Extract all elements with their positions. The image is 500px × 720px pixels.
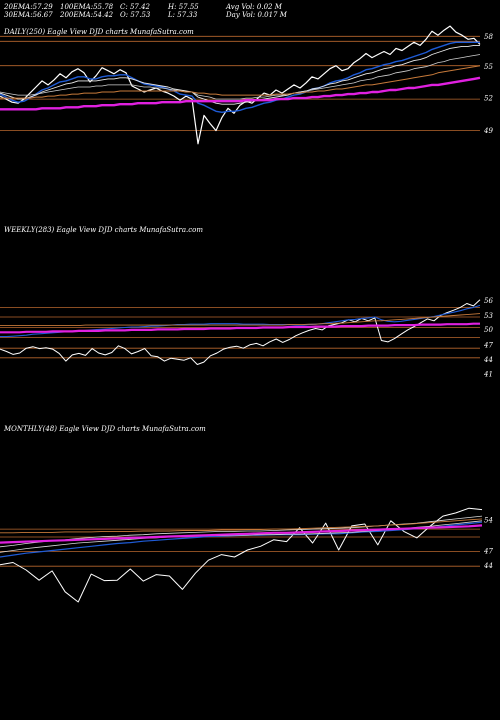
daily-chart-caption: DAILY(250) Eagle View DJD charts MunafaS… — [4, 28, 194, 36]
weekly-y-tick-3: 47 — [483, 341, 493, 349]
monthly-chart-caption: MONTHLY(48) Eagle View DJD charts Munafa… — [4, 425, 206, 433]
monthly-y-tick-2: 44 — [483, 562, 493, 570]
weekly-y-tick-0: 56 — [484, 297, 493, 305]
header-low: L: 57.33 — [168, 11, 198, 19]
monthly-200ema-line — [0, 524, 483, 544]
monthly-gray-line — [0, 520, 483, 553]
weekly-100ema-line — [0, 313, 481, 327]
weekly-y-tick-1: 53 — [484, 312, 493, 320]
daily-50ema-line — [0, 54, 481, 100]
header-close: C: 57.42 — [120, 3, 150, 11]
monthly-100ema-line — [0, 518, 483, 534]
daily-30ema-line — [0, 44, 480, 105]
daily-y-tick-0: 58 — [484, 33, 493, 41]
daily-y-tick-3: 49 — [483, 127, 493, 135]
header-row-2: 30EMA:56.67 200EMA:54.42 O: 57.53 L: 57.… — [4, 11, 287, 19]
header-20ema: 20EMA:57.29 — [4, 3, 53, 11]
daily-chart-panel: 58 55 52 49 — [0, 25, 493, 145]
header-row-1: 20EMA:57.29 100EMA:55.78 C: 57.42 H: 57.… — [4, 3, 282, 11]
daily-20ema-line — [0, 41, 480, 114]
monthly-y-tick-0: 54 — [484, 516, 493, 524]
weekly-y-tick-2: 50 — [484, 326, 493, 334]
weekly-chart-panel: 56 53 50 47 44 41 — [0, 297, 493, 379]
monthly-price-line — [0, 507, 483, 603]
daily-y-tick-2: 52 — [484, 95, 493, 103]
header-open: O: 57.53 — [120, 11, 151, 19]
monthly-chart-panel: 54 47 44 — [0, 507, 493, 603]
header-high: H: 57.55 — [168, 3, 199, 11]
header-200ema: 200EMA:54.42 — [60, 11, 114, 19]
header-30ema: 30EMA:56.67 — [4, 11, 53, 19]
header-day-vol: Day Vol: 0.017 M — [226, 11, 287, 19]
daily-100ema-line — [0, 65, 481, 99]
daily-y-tick-1: 55 — [484, 63, 493, 71]
weekly-y-tick-5: 41 — [483, 371, 493, 379]
header-avg-vol: Avg Vol: 0.02 M — [226, 3, 282, 11]
header-100ema: 100EMA:55.78 — [60, 3, 114, 11]
daily-200ema-line — [0, 76, 481, 111]
monthly-gray2-line — [0, 515, 483, 548]
daily-price-line — [0, 25, 481, 145]
monthly-y-tick-1: 47 — [483, 547, 493, 555]
weekly-y-tick-4: 44 — [483, 356, 493, 364]
weekly-chart-caption: WEEKLY(283) Eagle View DJD charts Munafa… — [4, 226, 204, 234]
weekly-200ema-line — [0, 322, 480, 334]
weekly-price-line — [0, 299, 481, 365]
